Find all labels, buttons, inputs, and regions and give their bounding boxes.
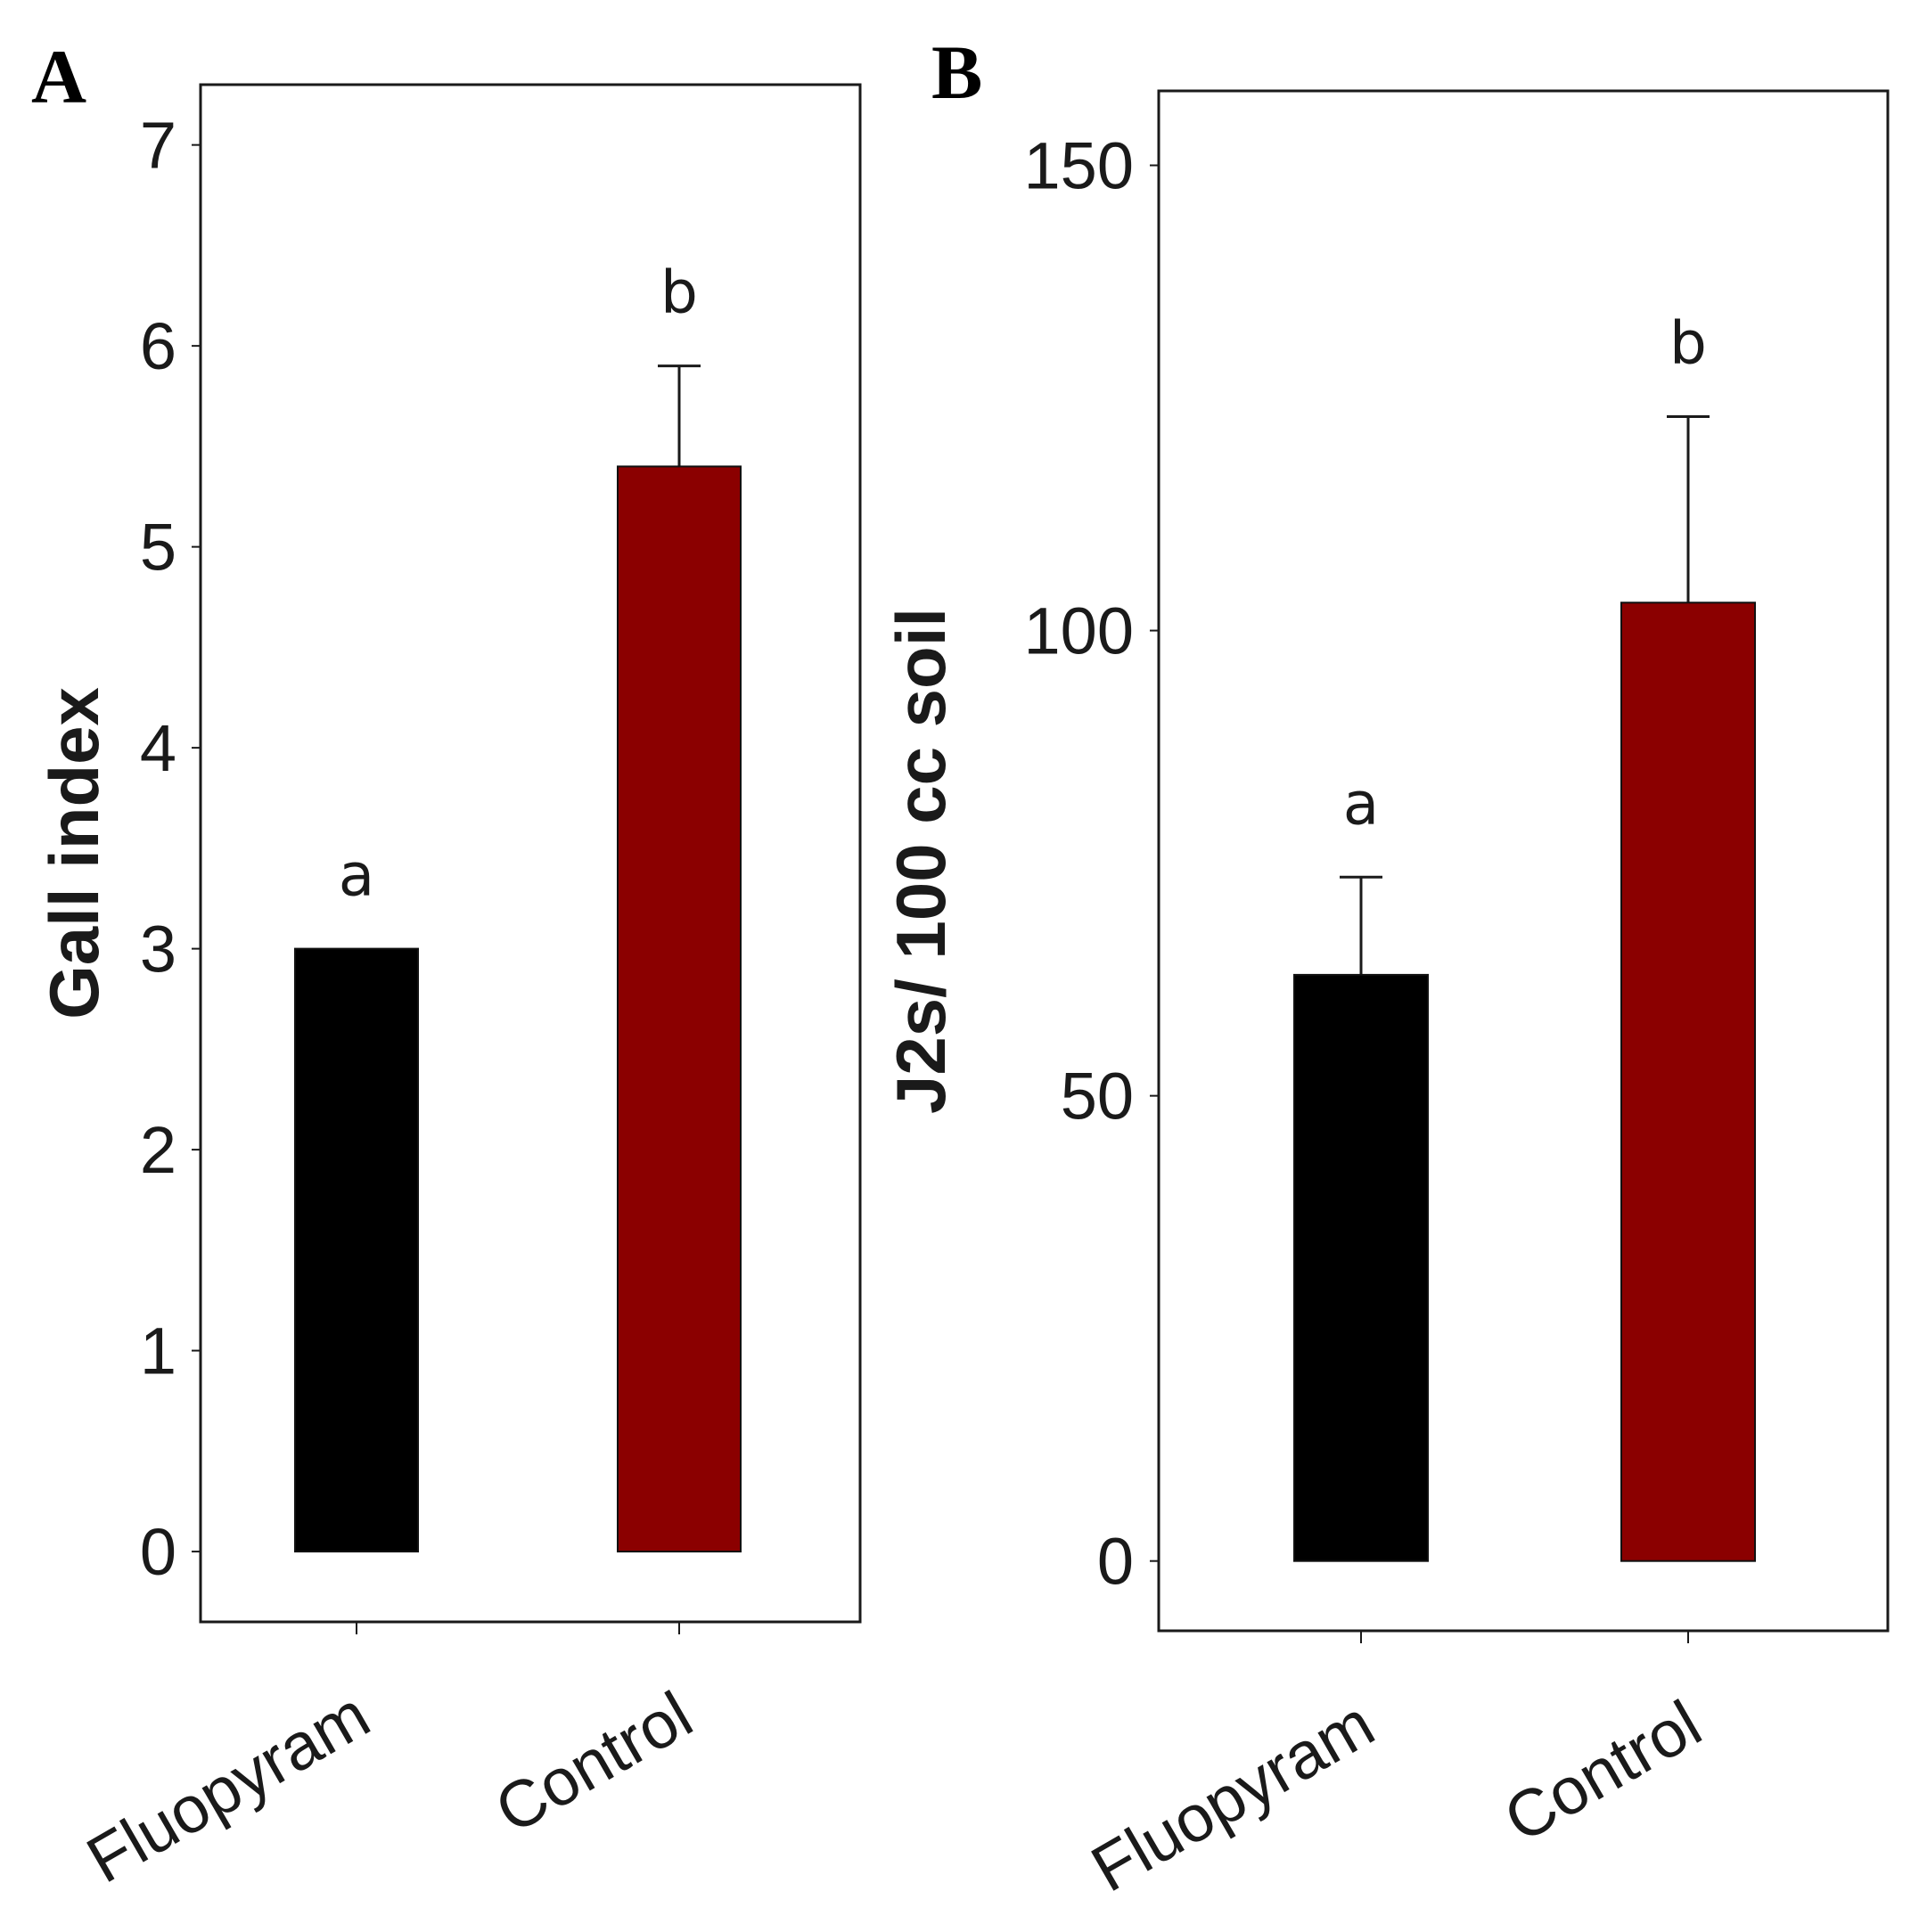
panel-a-y-tick-label: 0 — [140, 1515, 176, 1589]
panel-a-y-tick-label: 1 — [140, 1314, 176, 1388]
panel-b-bar-fluopyram — [1293, 973, 1429, 1562]
panel-a-category-label-control: Control — [483, 1677, 704, 1847]
panel-a-category-label-fluopyram: Fluopyram — [75, 1677, 381, 1897]
panel-b-plot-frame — [1157, 89, 1890, 1633]
panel-b-letter: B — [931, 29, 982, 115]
panel-a-significance-control: b — [660, 258, 698, 327]
panel-a-y-tick-label: 3 — [140, 913, 176, 986]
panel-a-y-tick-label: 4 — [140, 711, 176, 785]
panel-b-significance-control: b — [1669, 308, 1707, 377]
panel-a-y-tick-label: 6 — [140, 309, 176, 383]
panel-b-significance-fluopyram: a — [1343, 769, 1379, 838]
panel-a-letter: A — [31, 34, 86, 119]
panel-a-y-tick-label: 2 — [140, 1113, 176, 1187]
panel-a-bar-fluopyram — [294, 947, 419, 1553]
panel-a-y-tick-label: 5 — [140, 511, 176, 585]
panel-b-category-label-control: Control — [1492, 1686, 1713, 1856]
panel-a-y-axis-title: Gall index — [35, 687, 113, 1019]
panel-b-category-label-fluopyram: Fluopyram — [1079, 1686, 1386, 1906]
panel-a-plot-frame — [199, 83, 862, 1624]
panel-b-y-tick-label: 150 — [1024, 129, 1134, 203]
panel-a-y-tick-label: 7 — [140, 109, 176, 183]
panel-a-bar-control — [617, 465, 742, 1553]
panel-b-y-tick-label: 0 — [1097, 1525, 1134, 1599]
panel-b-y-tick-label: 100 — [1024, 594, 1134, 668]
panel-a-significance-fluopyram: a — [339, 841, 374, 910]
panel-b-y-tick-label: 50 — [1061, 1060, 1134, 1134]
panel-b-y-axis-title: J2s/ 100 cc soil — [882, 608, 960, 1114]
panel-b-bar-control — [1620, 602, 1756, 1562]
